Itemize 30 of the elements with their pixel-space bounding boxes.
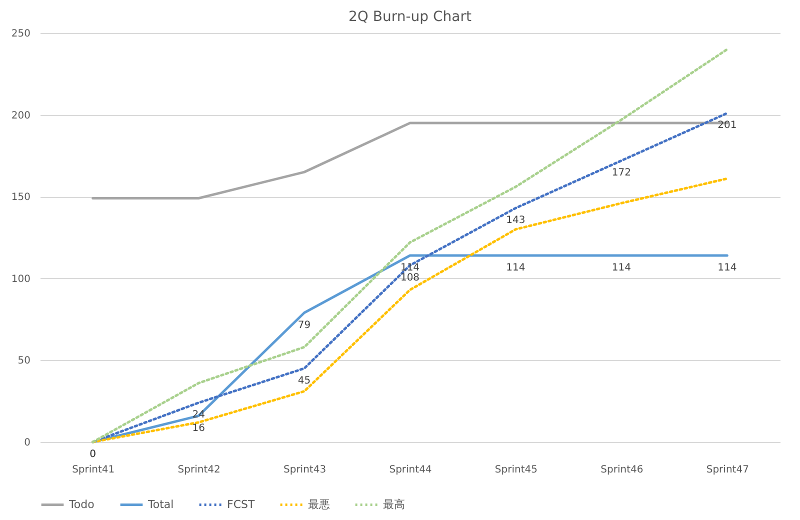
- chart-title: 2Q Burn-up Chart: [348, 9, 472, 25]
- y-tick-label: 100: [11, 274, 30, 285]
- legend-label: 最高: [383, 498, 405, 511]
- x-tick-label: Sprint45: [494, 464, 538, 476]
- x-tick-label: Sprint41: [72, 464, 115, 476]
- y-tick-label: 0: [24, 438, 30, 448]
- data-label: 143: [506, 215, 526, 226]
- y-tick-label: 200: [11, 110, 30, 122]
- x-tick-label: Sprint44: [389, 464, 432, 476]
- legend-label: Total: [147, 498, 174, 511]
- y-tick-label: 250: [11, 28, 30, 40]
- data-label: 16: [192, 422, 205, 434]
- x-tick-label: Sprint47: [706, 464, 749, 476]
- x-tick-label: Sprint46: [600, 464, 644, 476]
- data-label: 108: [400, 272, 420, 284]
- data-label: 114: [506, 262, 526, 274]
- y-tick-label: 50: [18, 356, 30, 367]
- data-label: 0: [90, 449, 96, 460]
- x-tick-label: Sprint42: [178, 464, 220, 476]
- x-tick-label: Sprint43: [283, 464, 326, 476]
- data-label: 172: [612, 168, 631, 179]
- legend-label: 最悪: [308, 498, 330, 511]
- y-tick-label: 150: [11, 192, 30, 204]
- legend-label: Todo: [68, 498, 95, 511]
- legend-label: FCST: [227, 498, 255, 511]
- data-label: 114: [612, 262, 631, 274]
- data-label: 201: [718, 120, 737, 132]
- data-label: 114: [718, 262, 737, 274]
- data-label: 79: [298, 320, 311, 331]
- data-label: 45: [298, 375, 311, 386]
